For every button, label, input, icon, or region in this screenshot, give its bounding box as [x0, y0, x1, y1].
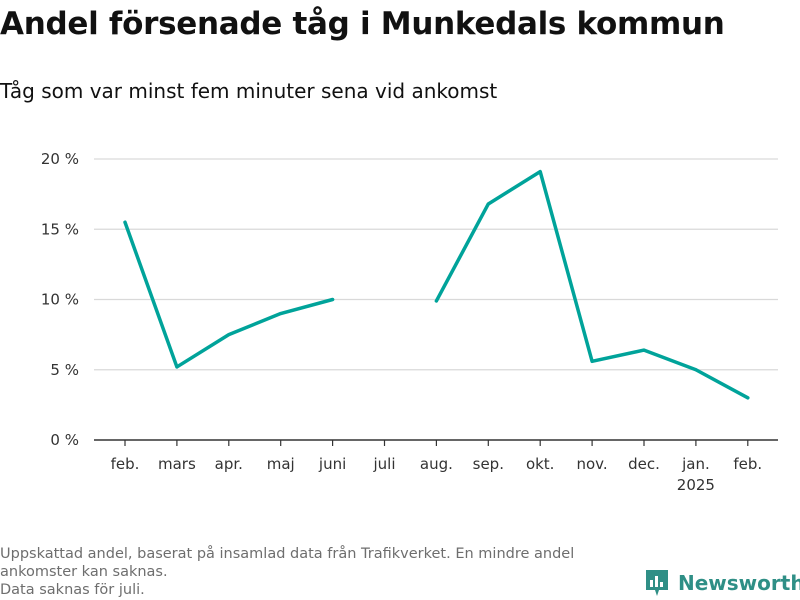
x-tick-sublabel: 2025: [677, 476, 715, 494]
footnote-line-2: Data saknas för juli.: [0, 582, 145, 598]
data-point: [279, 312, 283, 316]
data-point: [642, 348, 646, 352]
x-tick-label: jan.: [681, 455, 710, 473]
x-tick-label: juni: [318, 455, 346, 473]
chart-title: Andel försenade tåg i Munkedals kommun: [0, 6, 725, 42]
data-point: [434, 299, 438, 303]
data-point: [694, 368, 698, 372]
data-point: [538, 170, 542, 174]
footnote: Uppskattad andel, baserat på insamlad da…: [0, 545, 640, 599]
x-tick-label: nov.: [577, 455, 608, 473]
x-tick-label: dec.: [628, 455, 660, 473]
data-point: [175, 365, 179, 369]
data-point: [746, 396, 750, 400]
data-point: [331, 298, 335, 301]
chart-subtitle: Tåg som var minst fem minuter sena vid a…: [0, 79, 498, 103]
line-chart: 0 % 5 % 10 % 15 % 20 % feb. mars apr. maj juni jul…: [41, 150, 778, 494]
x-tick-label: maj: [267, 455, 295, 473]
x-tick-label: feb.: [733, 455, 762, 473]
series-line-segment: [434, 169, 750, 400]
data-point: [227, 333, 231, 337]
series-line-segment: [123, 220, 335, 369]
data-point: [123, 220, 127, 224]
x-tick-label: apr.: [215, 455, 243, 473]
x-tick-label: aug.: [420, 455, 453, 473]
x-tick-label: mars: [158, 455, 196, 473]
y-tick-label: 0 %: [50, 431, 79, 449]
x-tick-label: feb.: [111, 455, 140, 473]
data-point: [486, 202, 490, 206]
x-tick-label: juli: [372, 455, 395, 473]
x-tick-label: okt.: [526, 455, 555, 473]
footnote-line-1: Uppskattad andel, baserat på insamlad da…: [0, 546, 579, 580]
y-tick-label: 15 %: [41, 220, 79, 238]
x-tick-label: sep.: [473, 455, 504, 473]
y-tick-label: 5 %: [50, 361, 79, 379]
brand-name: Newsworthy: [678, 571, 800, 595]
brand-logo: Newsworthy: [644, 568, 800, 598]
data-point: [590, 359, 594, 363]
y-tick-label: 10 %: [41, 291, 79, 309]
y-tick-label: 20 %: [41, 150, 79, 168]
newsworthy-logo-icon: [646, 570, 668, 596]
